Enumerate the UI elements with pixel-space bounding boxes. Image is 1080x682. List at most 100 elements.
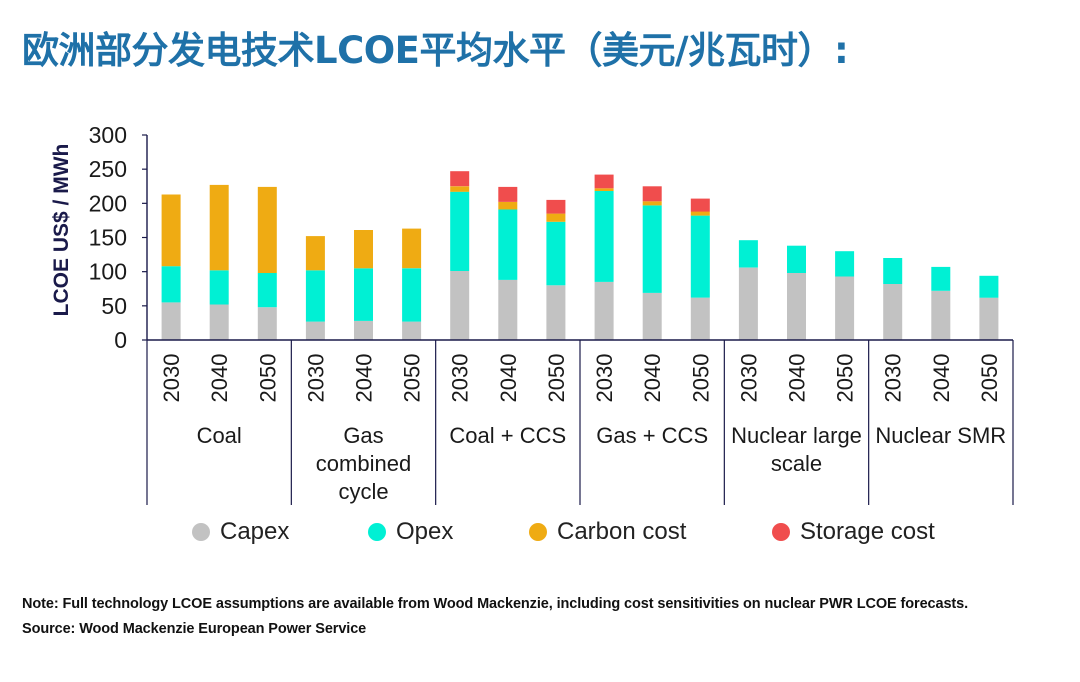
y-tick-label: 50	[101, 293, 127, 319]
bar-opex	[931, 266, 951, 291]
bar-storage-cost	[498, 186, 518, 202]
bar-storage-cost	[546, 199, 566, 214]
bar-opex	[738, 240, 758, 268]
y-tick-label: 150	[89, 225, 127, 251]
y-axis-title: LCOE US$ / MWh	[50, 144, 73, 317]
bar-opex	[402, 268, 422, 322]
bar-carbon-cost	[594, 188, 614, 191]
bar-opex	[257, 273, 277, 308]
legend-swatch-capex	[192, 523, 210, 541]
bar-storage-cost	[642, 186, 662, 202]
group-label: combined	[316, 451, 411, 476]
page-title: 欧洲部分发电技术LCOE平均水平（美元/兆瓦时）:	[22, 29, 849, 72]
bar-carbon-cost	[305, 236, 325, 271]
y-tick-label: 200	[89, 190, 127, 216]
x-tick-label: 2040	[352, 354, 377, 403]
x-tick-label: 2030	[736, 354, 761, 403]
bar-capex	[209, 304, 229, 340]
bar-storage-cost	[690, 198, 710, 212]
bar-capex	[161, 302, 181, 340]
x-axis: 2030 2040 2050 2030 2040 2050 2030 2040 2050 2030…	[146, 339, 1014, 505]
bar-carbon-cost	[690, 211, 710, 216]
x-tick-label: 2040	[207, 354, 232, 403]
y-tick-label: 100	[89, 259, 127, 285]
bar-opex	[354, 268, 373, 321]
legend-label: Storage cost	[800, 518, 935, 545]
bar-capex	[787, 273, 806, 340]
bar-capex	[450, 271, 470, 340]
bar-capex	[979, 297, 999, 340]
bar-opex	[450, 191, 470, 271]
x-tick-label: 2050	[255, 354, 280, 403]
bar-capex	[931, 290, 951, 340]
bar-capex	[498, 279, 518, 340]
legend-swatch-carbon-cost	[529, 523, 547, 541]
bar-opex	[594, 191, 614, 282]
bar-storage-cost	[594, 174, 614, 189]
bar-opex	[305, 270, 325, 322]
bar-opex	[498, 209, 518, 280]
group-label: Nuclear SMR	[875, 423, 1006, 448]
y-axis: 0 50 100 150 200 250 300 LCOE US$ / MWh	[50, 122, 148, 353]
group-label: Coal	[197, 423, 242, 448]
x-tick-label: 2030	[303, 354, 328, 403]
x-tick-label: 2040	[496, 354, 521, 403]
bar-opex	[209, 270, 229, 305]
legend-item-storage-cost: Storage cost	[772, 518, 935, 546]
chart-source: Source: Wood Mackenzie European Power Se…	[22, 621, 367, 637]
legend-item-capex: Capex	[192, 518, 289, 546]
chart-note: Note: Full technology LCOE assumptions a…	[22, 596, 969, 612]
bar-opex	[835, 251, 855, 277]
legend-swatch-opex	[368, 523, 386, 541]
y-tick-label: 250	[89, 156, 127, 182]
bar-carbon-cost	[354, 230, 373, 269]
x-tick-label: 2050	[688, 354, 713, 403]
x-tick-label: 2040	[785, 354, 810, 403]
legend-label: Opex	[396, 518, 454, 545]
y-tick-label: 0	[114, 327, 127, 353]
bar-opex	[787, 245, 806, 273]
x-tick-label: 2030	[448, 354, 473, 403]
bar-capex	[690, 297, 710, 340]
bar-capex	[305, 321, 325, 340]
legend-item-carbon-cost: Carbon cost	[529, 518, 686, 546]
bar-carbon-cost	[498, 202, 518, 210]
bar-opex	[883, 258, 903, 284]
legend-label: Capex	[220, 518, 290, 545]
group-label: Gas + CCS	[596, 423, 708, 448]
bar-opex	[161, 266, 181, 303]
x-tick-label: 2050	[833, 354, 858, 403]
bar-capex	[883, 284, 903, 340]
bar-carbon-cost	[546, 213, 566, 222]
x-tick-label: 2050	[544, 354, 569, 403]
bar-opex	[546, 221, 566, 286]
bar-carbon-cost	[642, 201, 662, 206]
group-label: Gas	[343, 423, 383, 448]
bar-capex	[835, 276, 855, 340]
bar-capex	[354, 320, 373, 340]
bar-capex	[738, 267, 758, 340]
group-label: Coal + CCS	[449, 423, 566, 448]
y-tick-label: 300	[89, 122, 127, 148]
bar-opex	[642, 205, 662, 293]
bar-opex	[979, 275, 999, 298]
group-label: cycle	[338, 479, 388, 504]
group-label: scale	[771, 451, 822, 476]
legend: Capex Opex Carbon cost Storage cost	[0, 518, 1080, 552]
legend-item-opex: Opex	[368, 518, 453, 546]
legend-swatch-storage-cost	[772, 523, 790, 541]
bar-capex	[594, 281, 614, 340]
x-tick-label: 2050	[400, 354, 425, 403]
legend-label: Carbon cost	[557, 518, 687, 545]
bar-capex	[642, 292, 662, 340]
bars	[161, 171, 999, 340]
bar-capex	[402, 321, 422, 340]
bar-carbon-cost	[402, 228, 422, 269]
bar-capex	[546, 285, 566, 340]
x-tick-label: 2030	[159, 354, 184, 403]
bar-carbon-cost	[450, 186, 470, 192]
bar-opex	[690, 215, 710, 298]
bar-carbon-cost	[257, 186, 277, 273]
bar-carbon-cost	[161, 194, 181, 267]
